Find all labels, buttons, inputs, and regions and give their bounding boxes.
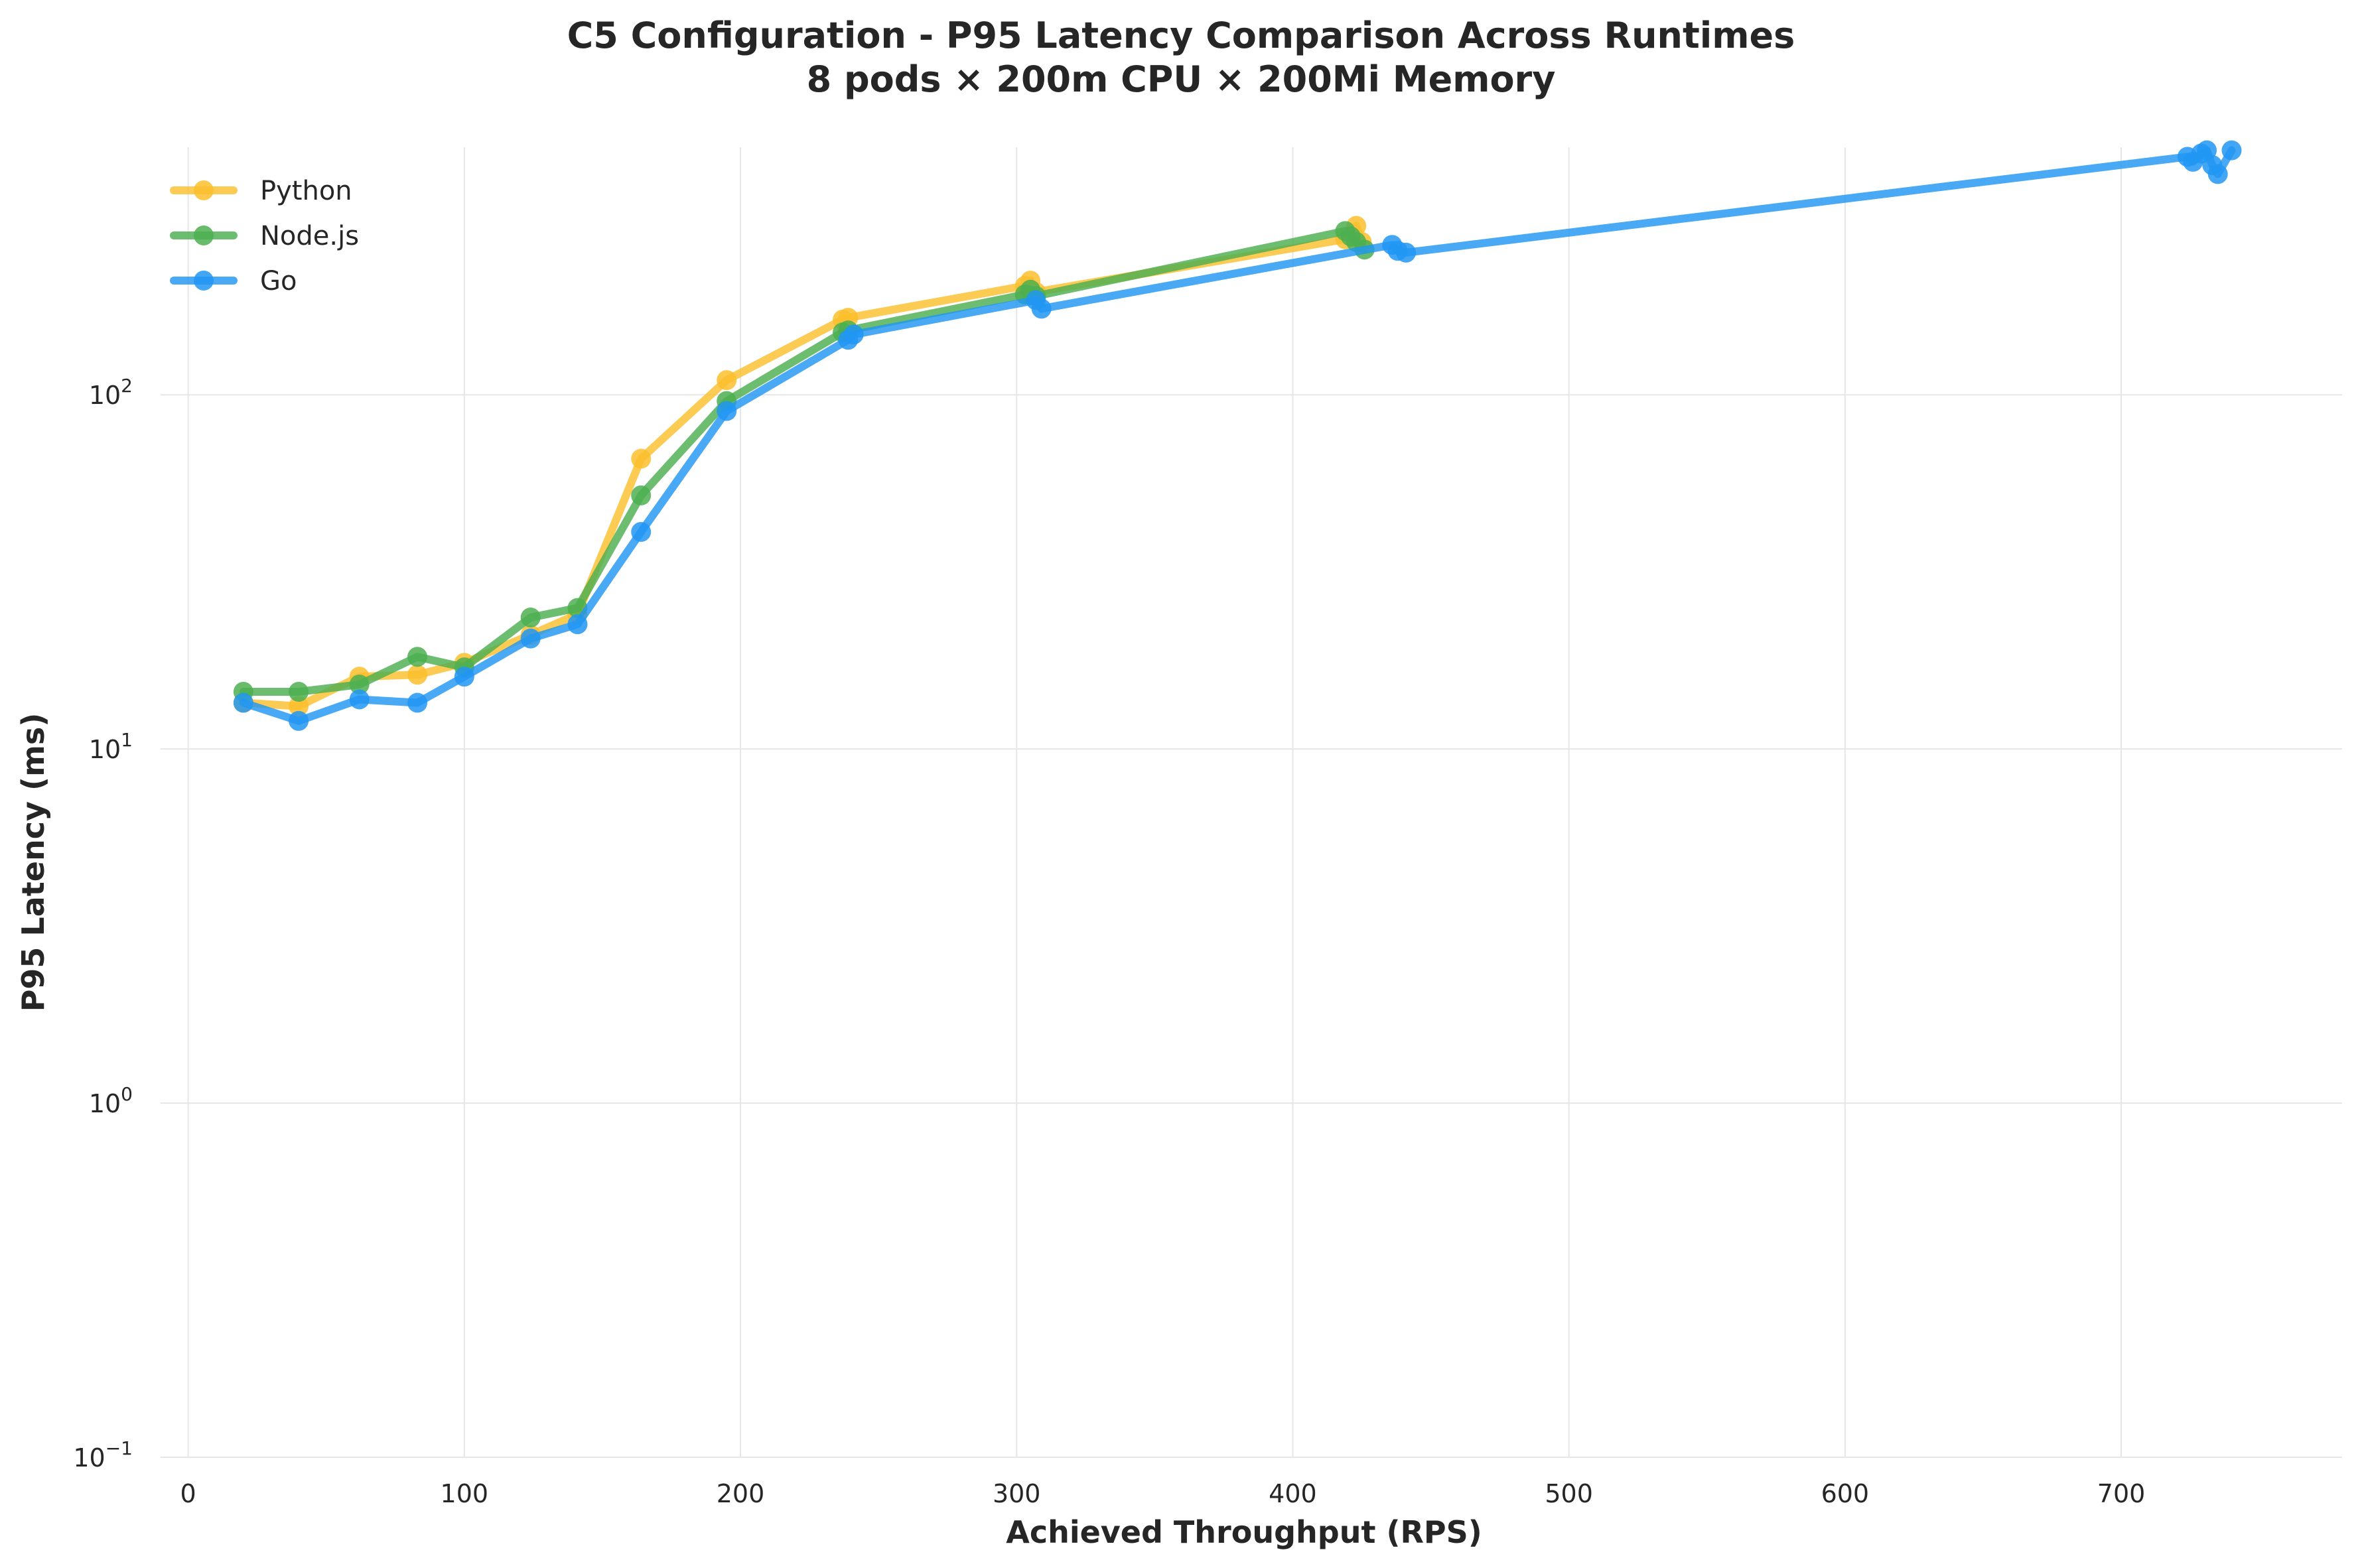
y-axis-ticks: 10−1 100 101 102 [73,375,133,1472]
node-js-point [520,608,541,628]
legend-label: Python [260,176,352,206]
go-point [407,692,428,713]
node-js-point [349,675,370,695]
legend-item-go: Go [170,266,297,296]
x-tick-label: 100 [441,1479,489,1508]
legend-swatch-marker [194,226,214,245]
x-tick-label: 600 [1821,1479,1870,1508]
x-tick-label: 500 [1545,1479,1593,1508]
python-point [407,665,428,685]
y-tick-label: 10−1 [73,1437,133,1472]
go-point [631,521,652,542]
go-point [2221,140,2242,161]
go-point [567,614,588,635]
grid [161,147,2342,1458]
x-tick-label: 200 [717,1479,765,1508]
x-tick-label: 700 [2097,1479,2146,1508]
y-tick-label: 100 [89,1083,133,1118]
x-axis-label: Achieved Throughput (RPS) [1006,1514,1482,1550]
python-line [239,222,1366,710]
x-tick-label: 0 [180,1479,196,1508]
x-tick-label: 300 [993,1479,1041,1508]
y-axis-label: P95 Latency (ms) [15,713,51,1012]
y-tick-label: 102 [89,375,133,410]
go-point [717,401,737,421]
chart-title-line-1: C5 Configuration - P95 Latency Compariso… [567,15,1795,56]
legend: Python Node.js Go [170,176,359,296]
node-js-line [239,227,1369,696]
node-js-point [289,681,309,702]
go-point [2207,164,2228,184]
python-point [631,448,652,469]
legend-label: Node.js [260,221,359,251]
go-point [1031,298,1052,319]
node-js-point [407,647,428,667]
x-axis-ticks: 0 100 200 300 400 500 600 700 [180,1479,2146,1508]
series-layer [233,140,2242,731]
x-tick-label: 400 [1269,1479,1317,1508]
go-point [520,628,541,649]
go-point [843,324,864,345]
go-point [233,692,253,713]
legend-swatch-marker [194,271,214,291]
legend-item-node-js: Node.js [170,221,359,251]
series-node-js [233,221,1375,702]
go-point [454,667,474,687]
legend-item-python: Python [170,176,352,206]
legend-swatch-marker [194,180,214,200]
go-point [349,689,370,710]
python-point [289,696,309,716]
legend-label: Go [260,266,297,296]
series-go [233,140,2242,731]
node-js-point [631,485,652,505]
chart-title-line-2: 8 pods × 200m CPU × 200Mi Memory [807,58,1556,100]
go-point [1396,242,1417,263]
python-point [717,370,737,391]
series-python [233,216,1372,716]
go-point [289,710,309,731]
go-line [239,146,2236,725]
y-tick-label: 101 [89,729,133,764]
